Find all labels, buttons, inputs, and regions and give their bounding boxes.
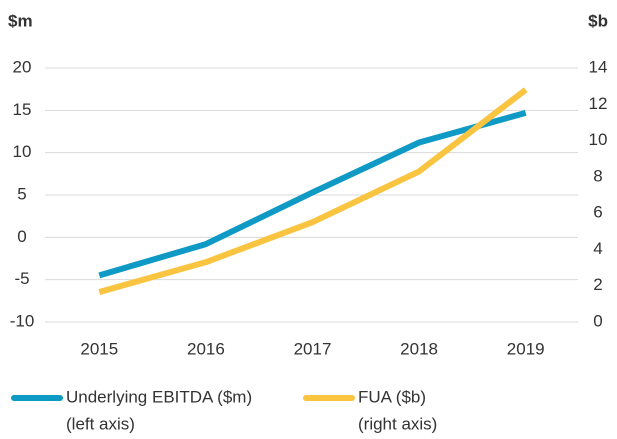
y-tick-label: 0 xyxy=(17,227,26,246)
series-line xyxy=(98,87,528,295)
y2-tick-label: 8 xyxy=(593,166,602,185)
y2-tick-label: 0 xyxy=(593,311,602,330)
legend-label: FUA ($b) xyxy=(358,387,426,406)
y-tick-label: 10 xyxy=(13,142,32,161)
x-tick-label: 2019 xyxy=(507,339,545,358)
x-tick-label: 2016 xyxy=(187,339,225,358)
legend-label: Underlying EBITDA ($m) xyxy=(66,387,252,406)
y2-tick-label: 4 xyxy=(593,239,602,258)
y-tick-label: -5 xyxy=(14,269,29,288)
y-tick-label: 20 xyxy=(13,57,32,76)
y2-tick-label: 6 xyxy=(593,203,602,222)
y-tick-label: 5 xyxy=(17,184,26,203)
y2-axis-label: $b xyxy=(588,11,608,30)
y2-tick-label: 10 xyxy=(589,130,608,149)
y-tick-label: 15 xyxy=(13,100,32,119)
y2-tick-label: 12 xyxy=(589,94,608,113)
x-tick-label: 2015 xyxy=(80,339,118,358)
y-axis-label: $m xyxy=(8,11,33,30)
legend-note: (left axis) xyxy=(66,414,135,433)
legend-note: (right axis) xyxy=(358,414,437,433)
y-tick-label: -10 xyxy=(10,311,35,330)
y2-tick-label: 14 xyxy=(589,57,608,76)
x-tick-label: 2017 xyxy=(294,339,332,358)
x-tick-label: 2018 xyxy=(400,339,438,358)
series-line xyxy=(98,109,527,279)
y2-tick-label: 2 xyxy=(593,275,602,294)
